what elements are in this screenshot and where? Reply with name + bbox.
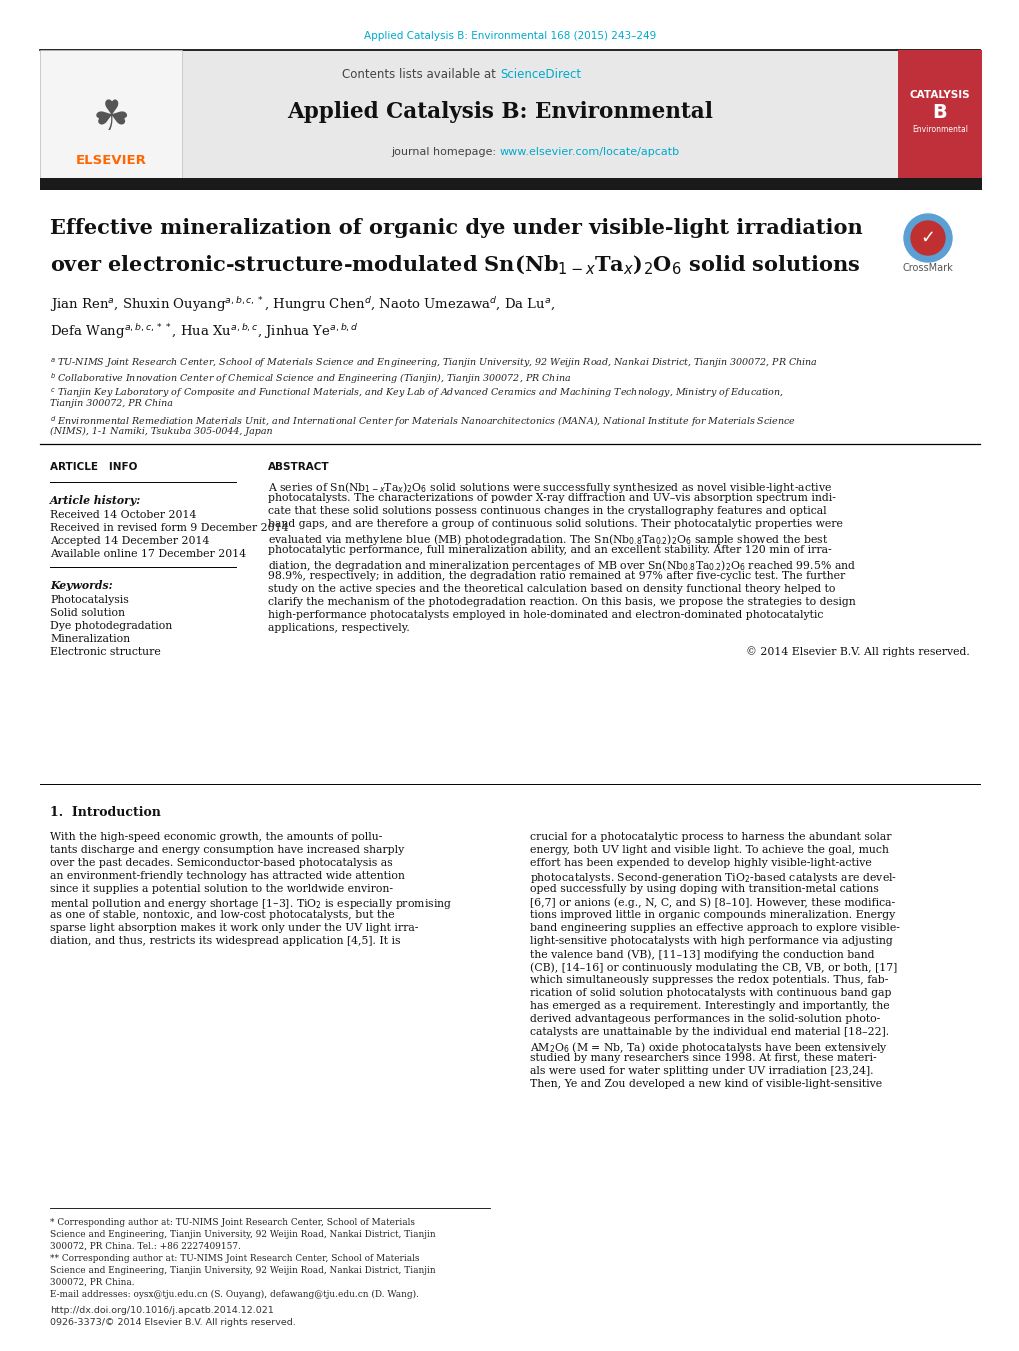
Text: B: B xyxy=(931,103,947,122)
Text: 300072, PR China.: 300072, PR China. xyxy=(50,1278,135,1288)
Text: Keywords:: Keywords: xyxy=(50,580,112,590)
Text: diation, and thus, restricts its widespread application [4,5]. It is: diation, and thus, restricts its widespr… xyxy=(50,936,400,946)
Text: Solid solution: Solid solution xyxy=(50,608,125,617)
Text: E-mail addresses: oysx@tju.edu.cn (S. Ouyang), defawang@tju.edu.cn (D. Wang).: E-mail addresses: oysx@tju.edu.cn (S. Ou… xyxy=(50,1290,419,1300)
Text: band engineering supplies an effective approach to explore visible-: band engineering supplies an effective a… xyxy=(530,923,899,934)
Text: has emerged as a requirement. Interestingly and importantly, the: has emerged as a requirement. Interestin… xyxy=(530,1001,889,1011)
Text: Mineralization: Mineralization xyxy=(50,634,130,644)
Text: photocatalysts. Second-generation TiO$_2$-based catalysts are devel-: photocatalysts. Second-generation TiO$_2… xyxy=(530,871,897,885)
Text: ☘: ☘ xyxy=(93,97,129,139)
Text: www.elsevier.com/locate/apcatb: www.elsevier.com/locate/apcatb xyxy=(499,147,680,157)
Text: sparse light absorption makes it work only under the UV light irra-: sparse light absorption makes it work on… xyxy=(50,923,418,934)
Text: crucial for a photocatalytic process to harness the abundant solar: crucial for a photocatalytic process to … xyxy=(530,832,891,842)
Text: band gaps, and are therefore a group of continuous solid solutions. Their photoc: band gaps, and are therefore a group of … xyxy=(268,519,842,530)
Text: effort has been expended to develop highly visible-light-active: effort has been expended to develop high… xyxy=(530,858,871,867)
Text: 98.9%, respectively; in addition, the degradation ratio remained at 97% after fi: 98.9%, respectively; in addition, the de… xyxy=(268,571,845,581)
Text: Tianjin 300072, PR China: Tianjin 300072, PR China xyxy=(50,399,172,408)
Text: Article history:: Article history: xyxy=(50,494,141,507)
Text: Science and Engineering, Tianjin University, 92 Weijin Road, Nankai District, Ti: Science and Engineering, Tianjin Univers… xyxy=(50,1266,435,1275)
Bar xyxy=(40,50,897,178)
Text: cate that these solid solutions possess continuous changes in the crystallograph: cate that these solid solutions possess … xyxy=(268,507,825,516)
Text: $^c$ Tianjin Key Laboratory of Composite and Functional Materials, and Key Lab o: $^c$ Tianjin Key Laboratory of Composite… xyxy=(50,386,784,400)
Text: (NIMS), 1-1 Namiki, Tsukuba 305-0044, Japan: (NIMS), 1-1 Namiki, Tsukuba 305-0044, Ja… xyxy=(50,427,272,436)
Text: over the past decades. Semiconductor-based photocatalysis as: over the past decades. Semiconductor-bas… xyxy=(50,858,392,867)
Text: Applied Catalysis B: Environmental: Applied Catalysis B: Environmental xyxy=(286,101,712,123)
Text: A series of Sn(Nb$_{1-x}$Ta$_x$)$_2$O$_6$ solid solutions were successfully synt: A series of Sn(Nb$_{1-x}$Ta$_x$)$_2$O$_6… xyxy=(268,480,832,494)
Text: Jian Ren$^a$, Shuxin Ouyang$^{a,b,c,*}$, Hungru Chen$^d$, Naoto Umezawa$^d$, Da : Jian Ren$^a$, Shuxin Ouyang$^{a,b,c,*}$,… xyxy=(50,296,554,315)
Text: als were used for water splitting under UV irradiation [23,24].: als were used for water splitting under … xyxy=(530,1066,872,1075)
Text: CATALYSIS: CATALYSIS xyxy=(909,91,969,100)
Bar xyxy=(897,50,981,178)
Text: Effective mineralization of organic dye under visible-light irradiation: Effective mineralization of organic dye … xyxy=(50,218,862,238)
Text: ScienceDirect: ScienceDirect xyxy=(499,69,581,81)
Text: which simultaneously suppresses the redox potentials. Thus, fab-: which simultaneously suppresses the redo… xyxy=(530,975,888,985)
Text: Defa Wang$^{a,b,c,**}$, Hua Xu$^{a,b,c}$, Jinhua Ye$^{a,b,d}$: Defa Wang$^{a,b,c,**}$, Hua Xu$^{a,b,c}$… xyxy=(50,323,359,342)
Text: tions improved little in organic compounds mineralization. Energy: tions improved little in organic compoun… xyxy=(530,911,895,920)
Text: journal homepage:: journal homepage: xyxy=(391,147,499,157)
Text: [6,7] or anions (e.g., N, C, and S) [8–10]. However, these modifica-: [6,7] or anions (e.g., N, C, and S) [8–1… xyxy=(530,897,895,908)
Text: Dye photodegradation: Dye photodegradation xyxy=(50,621,172,631)
Text: photocatalytic performance, full mineralization ability, and an excellent stabil: photocatalytic performance, full mineral… xyxy=(268,544,830,555)
Text: as one of stable, nontoxic, and low-cost photocatalysts, but the: as one of stable, nontoxic, and low-cost… xyxy=(50,911,394,920)
Text: 1.  Introduction: 1. Introduction xyxy=(50,807,161,819)
Text: studied by many researchers since 1998. At first, these materi-: studied by many researchers since 1998. … xyxy=(530,1052,875,1063)
Text: rication of solid solution photocatalysts with continuous band gap: rication of solid solution photocatalyst… xyxy=(530,988,891,998)
Text: energy, both UV light and visible light. To achieve the goal, much: energy, both UV light and visible light.… xyxy=(530,844,888,855)
Text: an environment-friendly technology has attracted wide attention: an environment-friendly technology has a… xyxy=(50,871,405,881)
Text: tants discharge and energy consumption have increased sharply: tants discharge and energy consumption h… xyxy=(50,844,404,855)
Text: catalysts are unattainable by the individual end material [18–22].: catalysts are unattainable by the indivi… xyxy=(530,1027,889,1038)
Text: high-performance photocatalysts employed in hole-dominated and electron-dominate: high-performance photocatalysts employed… xyxy=(268,611,822,620)
Text: 300072, PR China. Tel.: +86 2227409157.: 300072, PR China. Tel.: +86 2227409157. xyxy=(50,1242,240,1251)
Text: the valence band (VB), [11–13] modifying the conduction band: the valence band (VB), [11–13] modifying… xyxy=(530,948,873,959)
Text: Photocatalysis: Photocatalysis xyxy=(50,594,128,605)
Text: AM$_2$O$_6$ (M = Nb, Ta) oxide photocatalysts have been extensively: AM$_2$O$_6$ (M = Nb, Ta) oxide photocata… xyxy=(530,1040,888,1055)
Text: Received in revised form 9 December 2014: Received in revised form 9 December 2014 xyxy=(50,523,288,534)
Text: Accepted 14 December 2014: Accepted 14 December 2014 xyxy=(50,536,209,546)
Circle shape xyxy=(910,222,944,255)
Text: light-sensitive photocatalysts with high performance via adjusting: light-sensitive photocatalysts with high… xyxy=(530,936,892,946)
Text: clarify the mechanism of the photodegradation reaction. On this basis, we propos: clarify the mechanism of the photodegrad… xyxy=(268,597,855,607)
Text: CrossMark: CrossMark xyxy=(902,263,953,273)
Circle shape xyxy=(903,213,951,262)
Text: ✓: ✓ xyxy=(919,230,934,247)
Text: $^b$ Collaborative Innovation Center of Chemical Science and Engineering (Tianji: $^b$ Collaborative Innovation Center of … xyxy=(50,372,571,385)
Text: 0926-3373/© 2014 Elsevier B.V. All rights reserved.: 0926-3373/© 2014 Elsevier B.V. All right… xyxy=(50,1319,296,1327)
Text: Science and Engineering, Tianjin University, 92 Weijin Road, Nankai District, Ti: Science and Engineering, Tianjin Univers… xyxy=(50,1229,435,1239)
Text: (CB), [14–16] or continuously modulating the CB, VB, or both, [17]: (CB), [14–16] or continuously modulating… xyxy=(530,962,897,973)
Text: © 2014 Elsevier B.V. All rights reserved.: © 2014 Elsevier B.V. All rights reserved… xyxy=(746,646,969,657)
Text: applications, respectively.: applications, respectively. xyxy=(268,623,410,634)
Text: Contents lists available at: Contents lists available at xyxy=(342,69,499,81)
Text: ARTICLE   INFO: ARTICLE INFO xyxy=(50,462,138,471)
Text: oped successfully by using doping with transition-metal cations: oped successfully by using doping with t… xyxy=(530,884,878,894)
Text: * Corresponding author at: TU-NIMS Joint Research Center, School of Materials: * Corresponding author at: TU-NIMS Joint… xyxy=(50,1219,415,1227)
Text: study on the active species and the theoretical calculation based on density fun: study on the active species and the theo… xyxy=(268,584,835,594)
Text: Then, Ye and Zou developed a new kind of visible-light-sensitive: Then, Ye and Zou developed a new kind of… xyxy=(530,1079,881,1089)
Text: mental pollution and energy shortage [1–3]. TiO$_2$ is especially promising: mental pollution and energy shortage [1–… xyxy=(50,897,451,911)
Text: ABSTRACT: ABSTRACT xyxy=(268,462,329,471)
Text: Electronic structure: Electronic structure xyxy=(50,647,161,657)
Text: ELSEVIER: ELSEVIER xyxy=(75,154,147,166)
Bar xyxy=(40,178,981,190)
Text: evaluated via methylene blue (MB) photodegradation. The Sn(Nb$_{0.8}$Ta$_{0.2}$): evaluated via methylene blue (MB) photod… xyxy=(268,532,827,547)
Text: over electronic-structure-modulated Sn(Nb$_{1-x}$Ta$_x$)$_2$O$_6$ solid solution: over electronic-structure-modulated Sn(N… xyxy=(50,254,859,277)
Text: Available online 17 December 2014: Available online 17 December 2014 xyxy=(50,549,246,559)
Text: With the high-speed economic growth, the amounts of pollu-: With the high-speed economic growth, the… xyxy=(50,832,382,842)
Text: since it supplies a potential solution to the worldwide environ-: since it supplies a potential solution t… xyxy=(50,884,392,894)
Text: $^a$ TU-NIMS Joint Research Center, School of Materials Science and Engineering,: $^a$ TU-NIMS Joint Research Center, Scho… xyxy=(50,357,817,370)
Text: derived advantageous performances in the solid-solution photo-: derived advantageous performances in the… xyxy=(530,1015,879,1024)
Text: $^d$ Environmental Remediation Materials Unit, and International Center for Mate: $^d$ Environmental Remediation Materials… xyxy=(50,413,795,428)
Text: Received 14 October 2014: Received 14 October 2014 xyxy=(50,509,197,520)
Text: http://dx.doi.org/10.1016/j.apcatb.2014.12.021: http://dx.doi.org/10.1016/j.apcatb.2014.… xyxy=(50,1306,273,1315)
Text: ** Corresponding author at: TU-NIMS Joint Research Center, School of Materials: ** Corresponding author at: TU-NIMS Join… xyxy=(50,1254,419,1263)
Text: Environmental: Environmental xyxy=(911,126,967,135)
Bar xyxy=(40,50,181,178)
Text: diation, the degradation and mineralization percentages of MB over Sn(Nb$_{0.8}$: diation, the degradation and mineralizat… xyxy=(268,558,855,573)
Text: photocatalysts. The characterizations of powder X-ray diffraction and UV–vis abs: photocatalysts. The characterizations of… xyxy=(268,493,835,503)
Text: Applied Catalysis B: Environmental 168 (2015) 243–249: Applied Catalysis B: Environmental 168 (… xyxy=(364,31,655,41)
